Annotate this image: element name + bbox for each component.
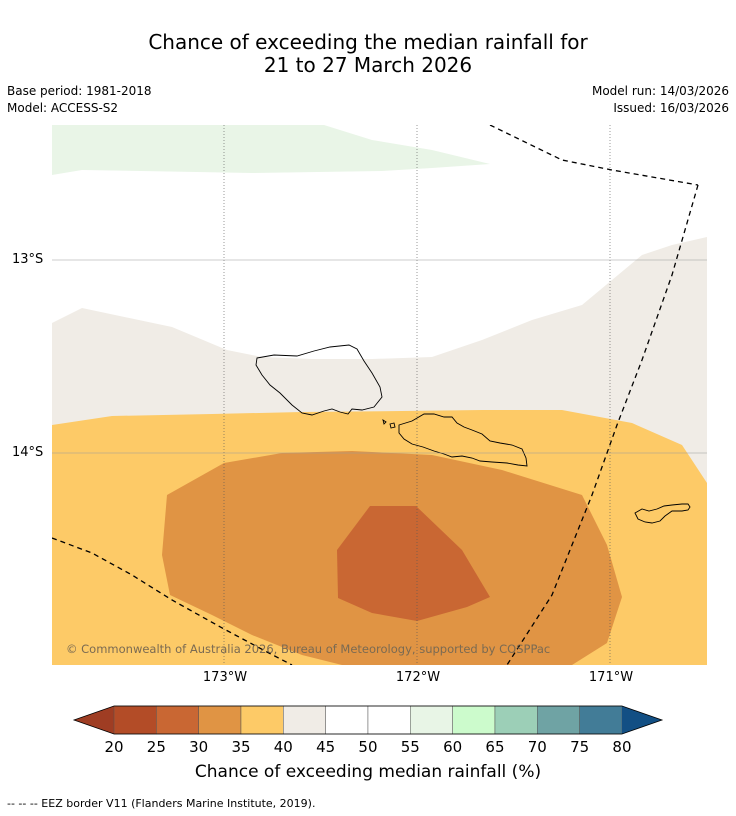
colorbar-label: Chance of exceeding median rainfall (%) [194, 762, 542, 782]
lon-label-173w: 173°W [202, 670, 248, 685]
copyright-text: © Commonwealth of Australia 2026, Bureau… [66, 642, 550, 656]
meta-right: Model run: 14/03/2026 Issued: 16/03/2026 [592, 83, 729, 117]
colorbar-segment [537, 705, 580, 735]
rainfall-map: © Commonwealth of Australia 2026, Bureau… [52, 125, 707, 665]
meta-left: Base period: 1981-2018 Model: ACCESS-S2 [7, 83, 152, 117]
colorbar-outline [72, 705, 664, 735]
colorbar-segment [156, 705, 199, 735]
colorbar-tick-label: 40 [273, 738, 293, 756]
issued-date: Issued: 16/03/2026 [613, 101, 729, 115]
colorbar-segment [198, 705, 242, 735]
colorbar [72, 705, 664, 735]
colorbar-tick-label: 55 [400, 738, 420, 756]
lon-label-171w: 171°W [588, 670, 634, 685]
eez-borders [52, 125, 699, 665]
colorbar-tick-label: 45 [316, 738, 336, 756]
colorbar-segment [410, 705, 453, 735]
colorbar-tick-label: 30 [189, 738, 209, 756]
colorbar-low-extension [74, 706, 114, 734]
lat-label-14s: 14°S [12, 445, 44, 460]
graticule [223, 125, 611, 665]
island-upolu [255, 344, 691, 524]
title-line-1: Chance of exceeding the median rainfall … [148, 30, 588, 54]
colorbar-high-extension [622, 706, 662, 734]
colorbar-segment [325, 705, 369, 735]
zone-25-30 [337, 506, 490, 621]
colorbar-segment [283, 705, 326, 735]
colorbar-segment [367, 705, 411, 735]
colorbar-segment [113, 705, 157, 735]
colorbar-tick-label: 35 [231, 738, 251, 756]
colorbar-tick-label: 70 [527, 738, 547, 756]
model-name: Model: ACCESS-S2 [7, 101, 119, 115]
colorbar-segment [452, 705, 496, 735]
base-period: Base period: 1981-2018 [7, 84, 152, 98]
colorbar-segment [240, 705, 284, 735]
zone-55-60-north [52, 125, 490, 175]
lat-label-13s: 13°S [12, 252, 44, 267]
colorbar-segment [579, 705, 623, 735]
colorbar-tick-label: 20 [104, 738, 124, 756]
latitude-lines [52, 259, 707, 454]
colorbar-segment [494, 705, 538, 735]
title-line-2: 21 to 27 March 2026 [263, 53, 473, 77]
model-run: Model run: 14/03/2026 [591, 84, 729, 98]
colorbar-tick-label: 50 [358, 738, 378, 756]
chart-title: Chance of exceeding the median rainfall … [0, 31, 736, 77]
colorbar-tick-label: 65 [485, 738, 505, 756]
lon-label-172w: 172°W [395, 670, 441, 685]
colorbar-tick-label: 80 [612, 738, 632, 756]
colorbar-tick-label: 75 [570, 738, 590, 756]
eez-footnote: -- -- -- EEZ border V11 (Flanders Marine… [7, 797, 316, 810]
colorbar-segments [113, 705, 623, 735]
colorbar-tick-label: 60 [443, 738, 463, 756]
colorbar-tick-label: 25 [146, 738, 166, 756]
